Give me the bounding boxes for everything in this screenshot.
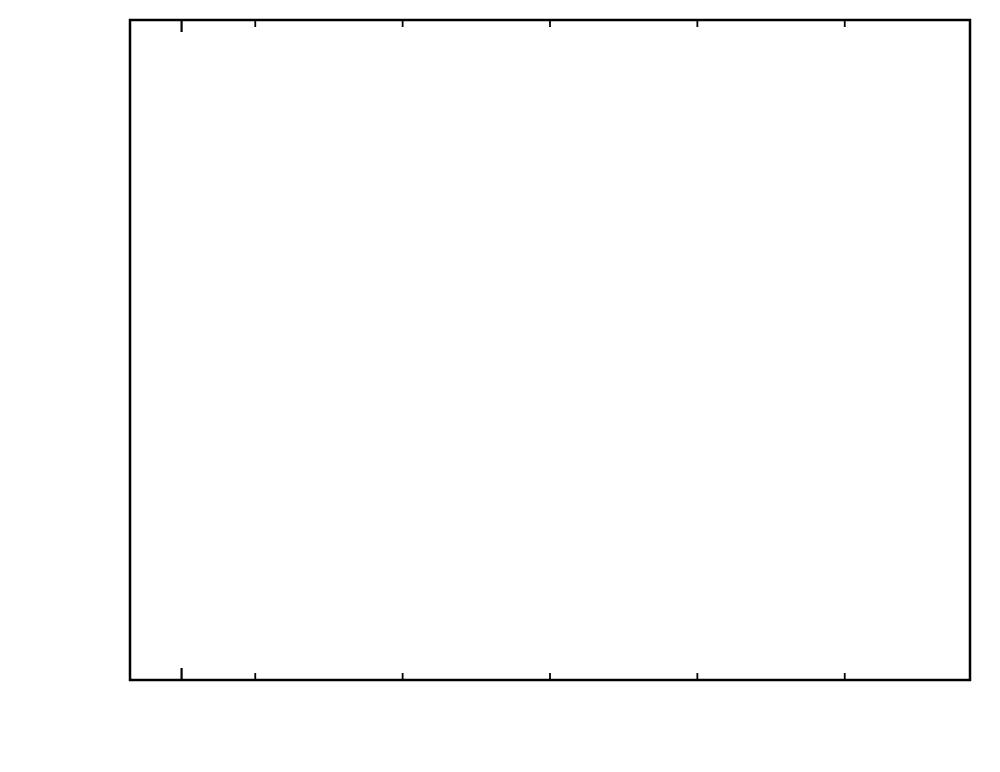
line-chart: [0, 0, 1000, 772]
